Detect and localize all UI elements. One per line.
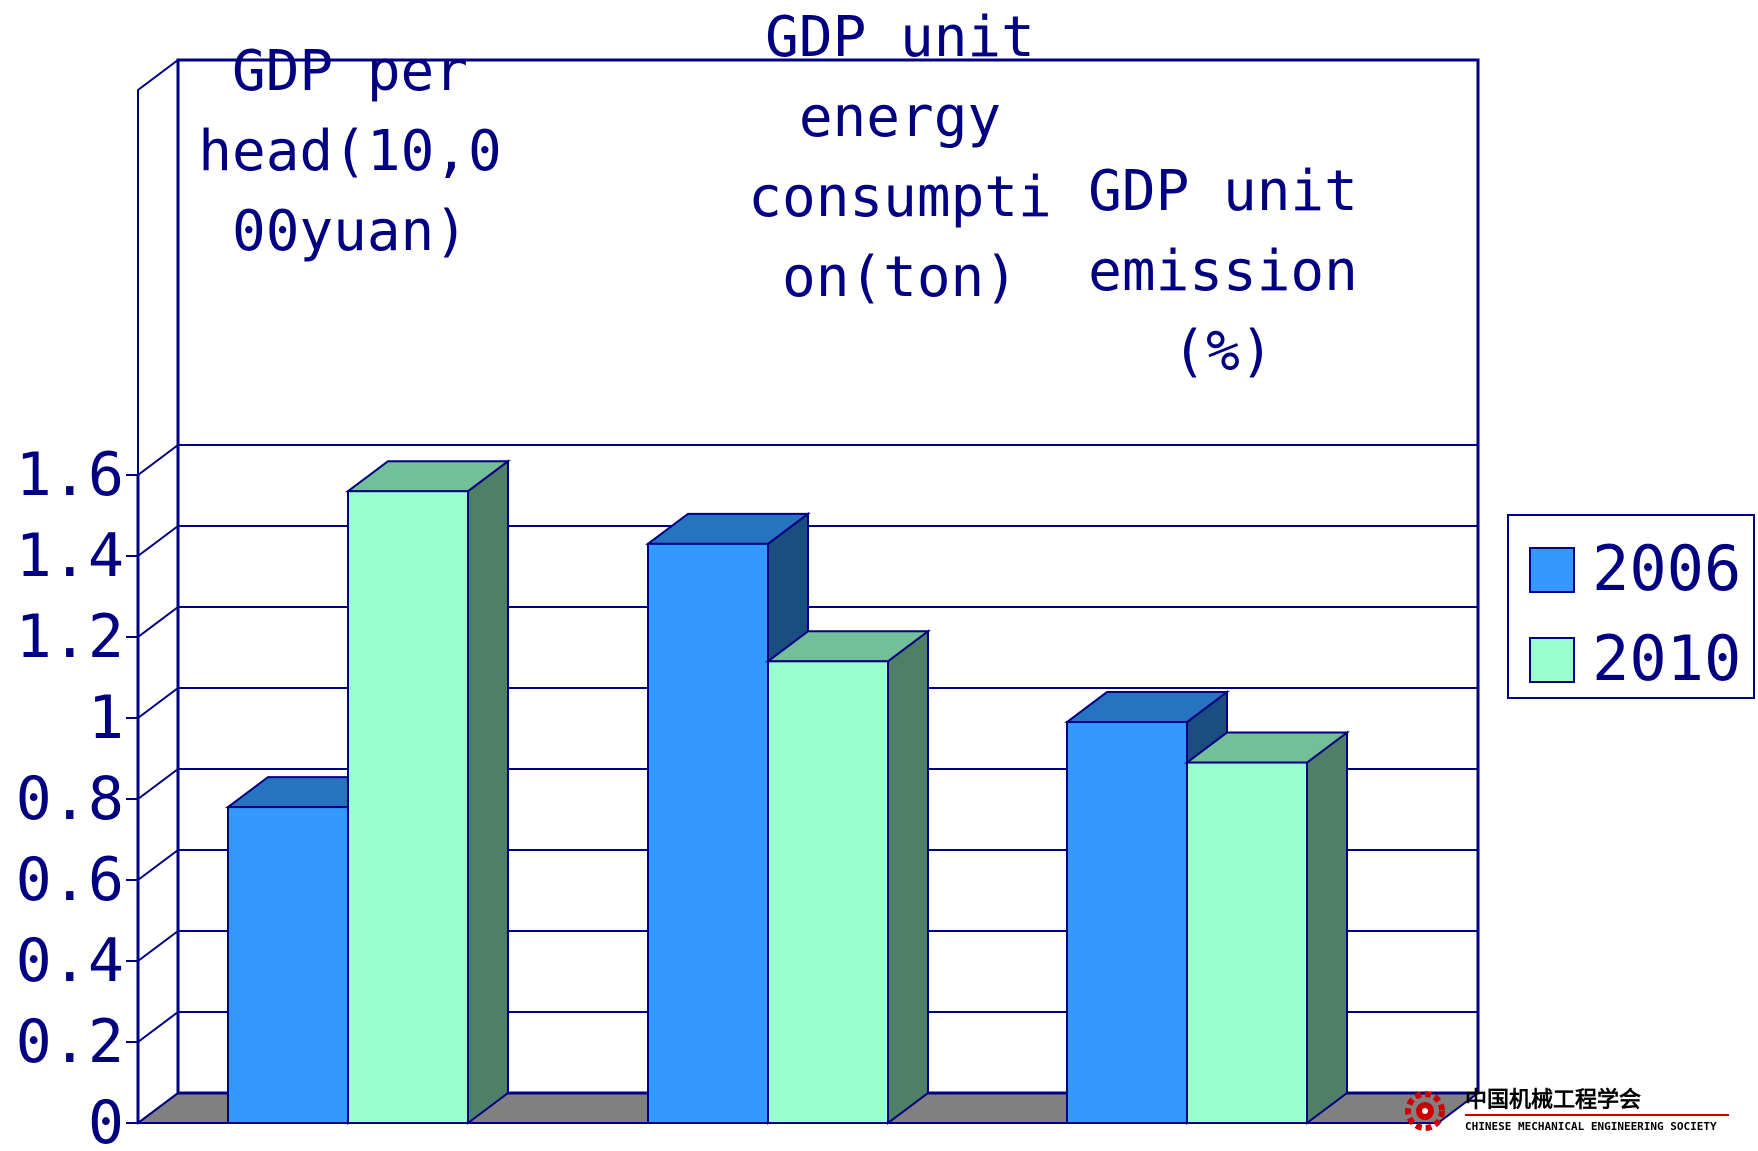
gridline-diagonal [137,606,179,638]
gridline-diagonal [137,525,179,557]
bar-2010-0 [347,490,469,1124]
bar-2006-1 [647,542,769,1124]
y-tick-label: 1.4 [16,521,124,591]
gridline-diagonal [137,1011,179,1043]
y-tick-label: 0.8 [16,764,124,834]
y-tick-label: 0.4 [16,926,124,996]
category-label-line: GDP unit [1088,159,1358,224]
legend-label: 2010 [1592,622,1741,695]
gridline-diagonal [137,849,179,881]
gridline-diagonal [137,930,179,962]
gridline-diagonal [137,444,179,476]
bar-2010-2 [1186,761,1308,1124]
category-labels: GDP per head(10,0 00yuan) GDP unit energy con… [198,5,1358,384]
gridline-diagonal [137,687,179,719]
category-label-line: emission [1088,239,1358,304]
logo-chinese-name: 中国机械工程学会 [1465,1087,1641,1113]
legend: 2006 2010 [1507,514,1755,699]
y-tick-label: 1 [88,683,124,753]
society-logo: 中国机械工程学会 CHINESE MECHANICAL ENGINEERING … [1405,1087,1729,1133]
category-label-line: head(10,0 [198,119,501,184]
y-tick-label: 1.2 [16,602,124,672]
bar-2006-2 [1066,721,1188,1124]
category-label-line: consumpti [748,165,1051,230]
y-tick-label: 1.6 [16,440,124,510]
chart-side-wall [137,58,179,1125]
bar-2010-1 [767,660,889,1124]
gear-logo-icon [1405,1091,1445,1131]
bar-side [887,629,929,1125]
category-label-line: energy [799,85,1001,150]
y-tick-label: 0 [88,1088,124,1151]
category-label-line: GDP per [232,39,468,104]
category-label-line: GDP unit [765,5,1035,70]
bars [225,459,1350,1125]
category-label-line: 00yuan) [232,199,468,264]
y-tick-label: 0.6 [16,845,124,915]
bar-side [1306,730,1348,1125]
category-label-line: (%) [1172,319,1273,384]
y-tick-labels: 0 0.2 0.4 0.6 0.8 1 1.2 1.4 1.6 [16,440,124,1151]
legend-swatch [1529,547,1575,593]
gridline-diagonal [137,768,179,800]
logo-english-name: CHINESE MECHANICAL ENGINEERING SOCIETY [1465,1120,1717,1133]
legend-swatch [1529,637,1575,683]
bar-2006-0 [227,806,349,1124]
category-label-line: on(ton) [782,245,1018,310]
y-tick-label: 0.2 [16,1007,124,1077]
legend-label: 2006 [1592,532,1741,605]
bar-side [467,459,509,1125]
